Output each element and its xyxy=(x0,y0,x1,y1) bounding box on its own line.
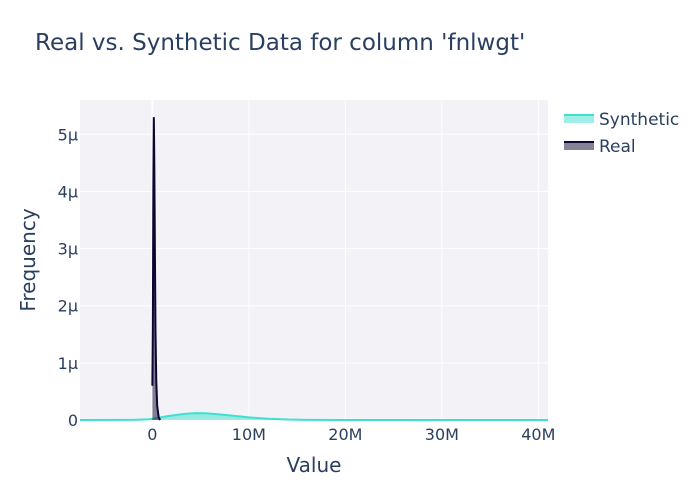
y-axis-ticks: 0 1μ 2μ 3μ 4μ 5μ xyxy=(58,125,78,430)
x-tick-label: 0 xyxy=(147,425,157,444)
legend-swatch-real xyxy=(564,142,594,150)
y-tick-label: 5μ xyxy=(58,125,78,144)
y-axis-title: Frequency xyxy=(16,208,40,311)
legend: Synthetic Real xyxy=(564,110,679,157)
legend-label-real: Real xyxy=(599,137,636,157)
y-tick-label: 1μ xyxy=(58,354,78,373)
y-tick-label: 3μ xyxy=(58,240,78,259)
synthetic-area xyxy=(80,413,548,420)
x-tick-label: 30M xyxy=(425,425,459,444)
x-axis-ticks: 0 10M 20M 30M 40M xyxy=(147,425,555,444)
y-tick-label: 2μ xyxy=(58,297,78,316)
plot-background xyxy=(80,100,548,420)
x-tick-label: 10M xyxy=(232,425,266,444)
y-tick-label: 0 xyxy=(68,411,78,430)
x-tick-label: 20M xyxy=(328,425,362,444)
x-tick-label: 40M xyxy=(521,425,555,444)
legend-label-synthetic: Synthetic xyxy=(599,110,679,130)
legend-swatch-synthetic xyxy=(564,115,594,123)
y-tick-label: 4μ xyxy=(58,182,78,201)
x-axis-title: Value xyxy=(287,453,342,477)
series-layer xyxy=(79,117,548,421)
real-line xyxy=(151,117,161,421)
chart-title: Real vs. Synthetic Data for column 'fnlw… xyxy=(35,30,525,56)
